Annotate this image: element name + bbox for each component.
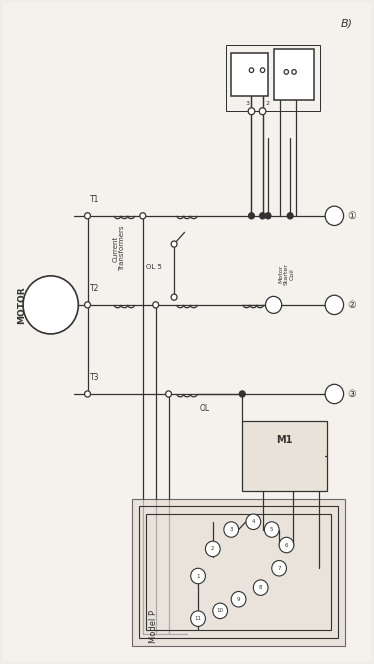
Circle shape <box>272 560 286 576</box>
Circle shape <box>224 522 239 537</box>
Bar <box>147 514 331 630</box>
Text: MOTOR: MOTOR <box>17 286 26 324</box>
Circle shape <box>246 514 261 529</box>
Circle shape <box>85 212 91 219</box>
Circle shape <box>265 212 271 219</box>
Circle shape <box>85 391 91 397</box>
Text: 8: 8 <box>259 585 263 590</box>
Text: 7: 7 <box>278 566 281 571</box>
Circle shape <box>171 241 177 247</box>
Circle shape <box>325 295 344 315</box>
Text: 11: 11 <box>194 616 202 621</box>
Circle shape <box>266 296 282 313</box>
Circle shape <box>205 541 220 556</box>
Circle shape <box>249 212 254 219</box>
Text: 3: 3 <box>245 102 249 106</box>
Circle shape <box>259 108 266 115</box>
Text: B): B) <box>341 19 353 29</box>
Circle shape <box>325 384 344 404</box>
Text: ②: ② <box>347 300 356 310</box>
Circle shape <box>260 212 266 219</box>
Text: M1: M1 <box>276 435 293 445</box>
Text: T2: T2 <box>91 284 100 293</box>
Text: 4: 4 <box>252 519 255 525</box>
Bar <box>139 506 338 638</box>
Text: 1: 1 <box>196 574 200 578</box>
Circle shape <box>191 568 205 584</box>
Text: 3: 3 <box>230 527 233 532</box>
Text: 9: 9 <box>237 597 240 602</box>
Text: Current
Transformers: Current Transformers <box>112 226 125 272</box>
Circle shape <box>140 212 146 219</box>
Circle shape <box>191 611 205 626</box>
Circle shape <box>23 276 78 334</box>
Text: Model P: Model P <box>149 610 158 643</box>
Bar <box>231 53 268 96</box>
Circle shape <box>171 294 177 300</box>
Circle shape <box>249 68 254 72</box>
Circle shape <box>279 537 294 552</box>
Circle shape <box>231 592 246 607</box>
Bar <box>242 421 327 491</box>
Bar <box>132 499 346 645</box>
Circle shape <box>253 580 268 596</box>
Circle shape <box>248 108 255 115</box>
Circle shape <box>287 212 293 219</box>
Bar <box>274 49 314 100</box>
Circle shape <box>213 603 227 619</box>
Text: 10: 10 <box>217 608 224 614</box>
Text: T1: T1 <box>91 195 100 205</box>
Circle shape <box>239 391 245 397</box>
Circle shape <box>292 70 296 74</box>
Text: Motor
Starter
Coil: Motor Starter Coil <box>278 263 295 285</box>
Circle shape <box>85 302 91 308</box>
Circle shape <box>325 206 344 226</box>
Circle shape <box>260 68 265 72</box>
Circle shape <box>166 391 172 397</box>
Text: ①: ① <box>347 210 356 221</box>
Circle shape <box>284 70 288 74</box>
Text: OL: OL <box>200 404 210 414</box>
Text: ③: ③ <box>347 389 356 399</box>
Text: 5: 5 <box>270 527 273 532</box>
Text: 2: 2 <box>211 546 215 551</box>
Text: START: START <box>300 61 309 88</box>
Text: 6: 6 <box>285 542 288 548</box>
Circle shape <box>264 522 279 537</box>
Text: 2: 2 <box>266 102 270 106</box>
Text: T3: T3 <box>91 373 100 382</box>
Text: STOP: STOP <box>236 63 245 86</box>
Circle shape <box>153 302 159 308</box>
Text: OL 5: OL 5 <box>146 264 162 270</box>
Bar <box>226 45 320 112</box>
